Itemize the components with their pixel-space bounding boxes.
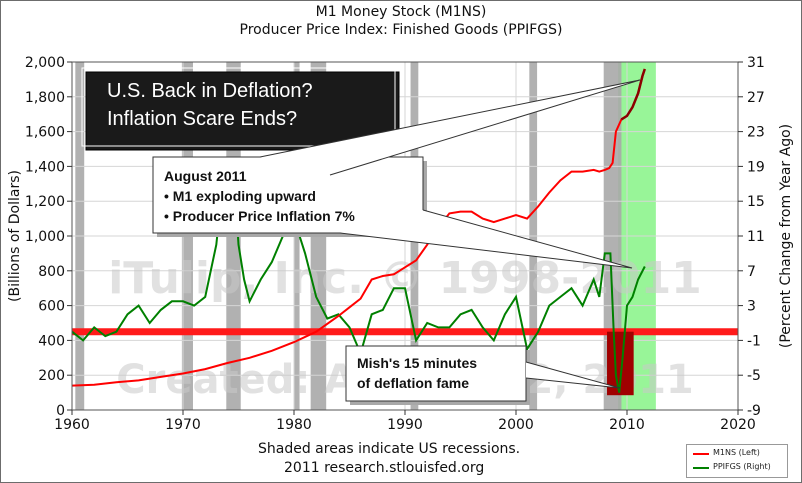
y-right-tick-label: 15 <box>747 194 765 210</box>
headline-text: U.S. Back in Deflation? Inflation Scare … <box>107 77 313 133</box>
chart-title: M1 Money Stock (M1NS) <box>315 4 487 20</box>
deflation-line-2: of deflation fame <box>357 375 470 391</box>
headline-line-2: Inflation Scare Ends? <box>107 108 298 130</box>
y-right-tick-label: -1 <box>747 333 761 349</box>
deflation-line-1: Mish's 15 minutes <box>357 355 478 371</box>
x-tick-label: 1980 <box>276 417 312 433</box>
deflation-pointer <box>525 361 621 389</box>
y-left-tick-label: 200 <box>38 368 65 384</box>
chart-legend: M1NS (Left) PPIFGS (Right) <box>686 444 788 478</box>
y-left-tick-label: 800 <box>38 264 65 280</box>
y-left-tick-label: 400 <box>38 333 65 349</box>
chart-subtitle: Producer Price Index: Finished Goods (PP… <box>239 22 563 38</box>
footer-recession-note: Shaded areas indicate US recessions. <box>258 441 521 457</box>
headline-box <box>85 71 400 151</box>
callout-title: August 2011 <box>164 168 247 184</box>
y-right-tick-label: 3 <box>747 299 756 315</box>
legend-label-ppifgs: PPIFGS (Right) <box>713 462 771 471</box>
legend-item-ppifgs: PPIFGS (Right) <box>687 461 787 475</box>
callout-pointer-ppi <box>339 209 633 269</box>
legend-item-m1ns: M1NS (Left) <box>687 447 787 461</box>
headline-box-highlight <box>81 67 396 147</box>
x-tick-label: 1960 <box>54 417 90 433</box>
x-tick-label: 2010 <box>609 417 645 433</box>
series-line-ppifgs <box>71 157 646 393</box>
x-tick-label: 1970 <box>165 417 201 433</box>
y-right-tick-label: 11 <box>747 229 765 245</box>
callout-bullet-2: • Producer Price Inflation 7% <box>164 208 355 224</box>
y-left-tick-label: 1,800 <box>25 90 65 106</box>
x-tick-label: 2000 <box>498 417 534 433</box>
y-left-tick-label: 0 <box>56 403 65 419</box>
august-callout-box <box>152 156 424 234</box>
legend-swatch-ppifgs <box>693 467 709 469</box>
y-right-tick-label: 7 <box>747 264 756 280</box>
series-line-m1ns-recent <box>620 68 646 121</box>
y-right-axis-title: (Percent Change from Year Ago) <box>778 124 794 348</box>
y-right-tick-label: 19 <box>747 159 765 175</box>
y-right-tick-label: 23 <box>747 125 765 141</box>
x-tick-label: 2020 <box>720 417 756 433</box>
y-left-tick-label: 600 <box>38 299 65 315</box>
august-callout-text: August 2011 • M1 exploding upward • Prod… <box>164 166 355 226</box>
callout-pointer-m1 <box>259 79 641 176</box>
y-left-tick-label: 1,400 <box>25 159 65 175</box>
y-right-tick-label: -9 <box>747 403 761 419</box>
footer-source: 2011 research.stlouisfed.org <box>284 460 485 476</box>
x-tick-label: 1990 <box>387 417 423 433</box>
legend-label-m1ns: M1NS (Left) <box>713 448 760 457</box>
y-left-tick-label: 2,000 <box>25 55 65 71</box>
callout-bullet-1: • M1 exploding upward <box>164 188 316 204</box>
y-right-tick-label: 27 <box>747 90 765 106</box>
y-left-axis-title: (Billions of Dollars) <box>7 170 23 302</box>
deflation-callout-box <box>345 345 527 402</box>
y-left-tick-label: 1,200 <box>25 194 65 210</box>
y-right-tick-label: 31 <box>747 55 765 71</box>
series-line-m1ns <box>71 68 646 387</box>
legend-swatch-m1ns <box>693 453 709 455</box>
headline-line-1: U.S. Back in Deflation? <box>107 80 313 102</box>
y-left-tick-label: 1,000 <box>25 229 65 245</box>
deflation-callout-text: Mish's 15 minutes of deflation fame <box>357 353 477 393</box>
y-left-tick-label: 1,600 <box>25 125 65 141</box>
y-right-tick-label: -5 <box>747 368 761 384</box>
